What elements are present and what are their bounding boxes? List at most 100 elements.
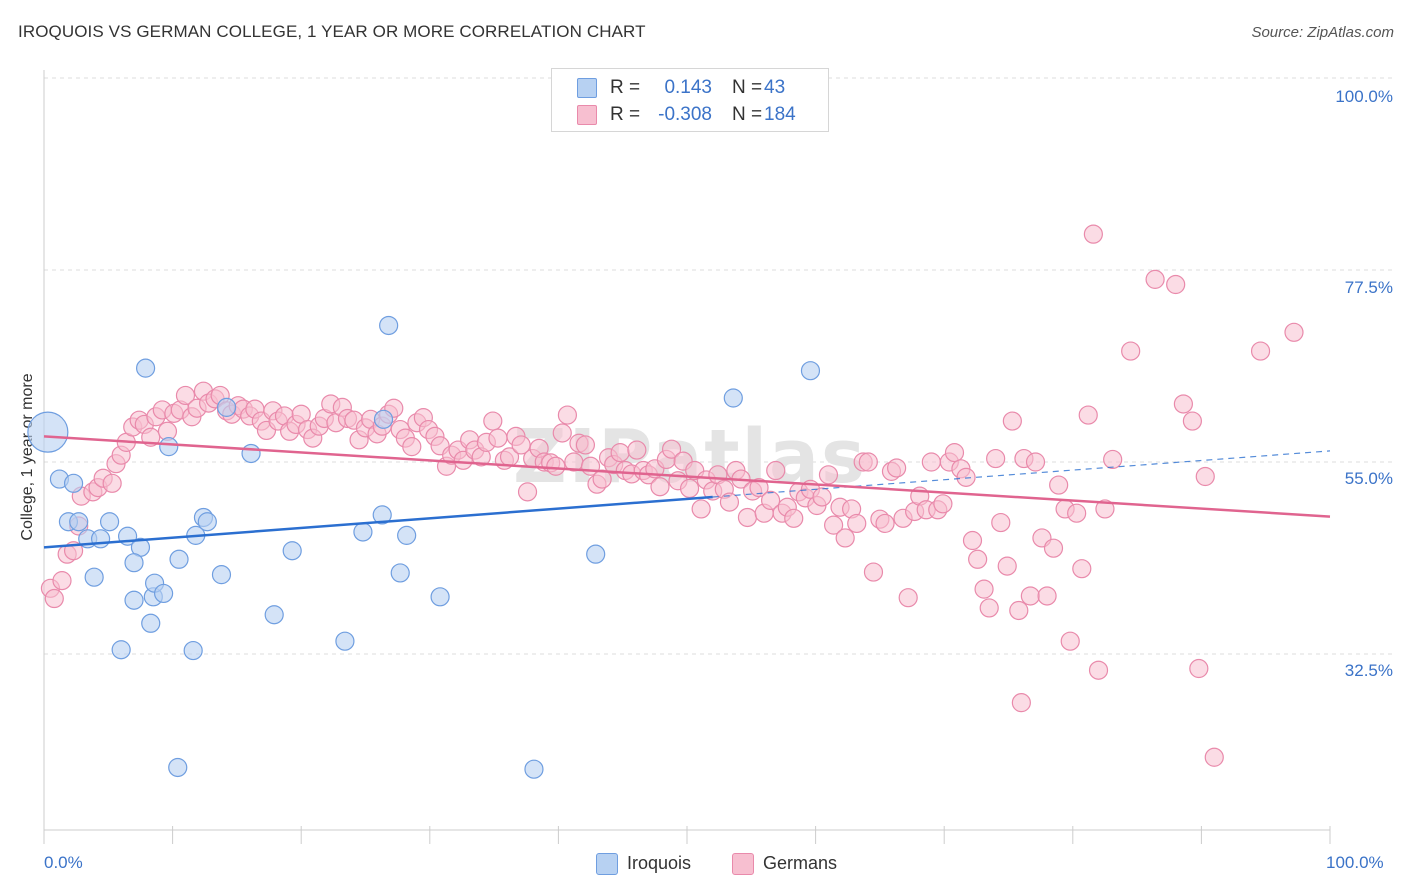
iroquois-point: [353, 522, 373, 542]
germans-point: [1121, 341, 1141, 361]
iroquois-point: [373, 409, 394, 429]
iroquois-point: [69, 512, 89, 532]
iroquois-point: [168, 757, 188, 778]
germans-point: [1043, 538, 1064, 558]
germans-point: [52, 571, 72, 591]
germans-point: [1011, 693, 1031, 713]
iroquois-point: [124, 590, 144, 610]
germans-point: [858, 452, 878, 472]
iroquois-point: [197, 512, 217, 532]
germans-point: [719, 492, 740, 512]
source-credit: Source: ZipAtlas.com: [1251, 24, 1394, 41]
iroquois-point: [335, 631, 355, 651]
germans-point: [962, 530, 983, 551]
germans-point: [944, 443, 965, 463]
germans-point: [956, 467, 976, 487]
iroquois-point: [135, 358, 156, 378]
r-label: R =: [610, 104, 641, 125]
germans-point: [1095, 499, 1115, 519]
axes: [43, 70, 1331, 844]
germans-point: [898, 588, 918, 608]
germans-point: [44, 588, 64, 609]
iroquois-point: [63, 473, 84, 493]
germans-point: [483, 411, 503, 431]
germans-point: [402, 437, 422, 457]
germans-point: [824, 515, 844, 535]
germans-point: [1145, 269, 1165, 289]
germans-point: [1037, 586, 1057, 606]
trend-lines: [43, 435, 1331, 549]
germans-point: [1049, 475, 1069, 495]
iroquois-point: [217, 397, 237, 417]
germans-point: [488, 428, 508, 448]
germans-point: [737, 507, 758, 528]
germans-point: [679, 478, 700, 499]
germans-point: [1195, 466, 1215, 487]
germans-point: [511, 435, 531, 455]
germans-point: [933, 494, 953, 514]
iroquois-point: [169, 549, 189, 569]
germans-point: [102, 473, 122, 493]
germans-point: [784, 508, 804, 528]
iroquois-point: [390, 563, 410, 583]
germans-point: [650, 477, 670, 497]
iroquois-swatch: [596, 853, 618, 875]
germans-point: [1002, 411, 1022, 431]
germans-swatch: [577, 105, 597, 125]
germans-point: [887, 458, 907, 478]
iroquois-point: [430, 587, 450, 607]
germans-point: [691, 499, 711, 519]
germans-point: [1250, 341, 1271, 361]
germans-point: [968, 549, 988, 569]
iroquois-point: [586, 544, 606, 564]
iroquois-point: [111, 640, 131, 660]
germans-point: [552, 423, 572, 443]
iroquois-points: [27, 315, 821, 779]
iroquois-point: [124, 553, 144, 573]
n-value: 184: [764, 104, 796, 125]
germans-point: [818, 465, 839, 485]
x-tick-label-max: 100.0%: [1326, 853, 1384, 872]
germans-point: [863, 562, 884, 582]
iroquois-point: [282, 541, 302, 561]
iroquois-trend-line: [43, 495, 713, 549]
germans-point: [760, 490, 781, 510]
germans-point: [835, 528, 855, 548]
iroquois-trend-extension: [712, 450, 1331, 498]
germans-swatch: [732, 853, 754, 875]
germans-point: [1009, 600, 1029, 621]
germans-point: [517, 482, 538, 502]
y-tick-label: 77.5%: [1344, 278, 1393, 297]
germans-point: [749, 478, 769, 498]
iroquois-point: [723, 388, 743, 408]
iroquois-point: [90, 529, 111, 549]
iroquois-point: [211, 565, 232, 585]
n-value: 43: [764, 77, 786, 98]
germans-point: [557, 405, 578, 425]
iroquois-point: [241, 443, 261, 464]
germans-point: [847, 513, 867, 534]
germans-point: [1166, 274, 1186, 295]
germans-point: [1189, 658, 1209, 679]
germans-point: [986, 448, 1006, 469]
germans-point: [661, 439, 682, 459]
germans-point: [875, 513, 895, 534]
germans-point: [175, 385, 196, 406]
germans-point: [979, 598, 999, 618]
germans-point: [610, 443, 630, 463]
germans-point: [1182, 411, 1202, 431]
germans-point: [1284, 322, 1304, 342]
iroquois-swatch: [577, 78, 597, 98]
germans-point: [1083, 224, 1103, 244]
germans-point: [921, 452, 941, 472]
germans-point: [974, 579, 994, 599]
chart-title: IROQUOIS VS GERMAN COLLEGE, 1 YEAR OR MO…: [18, 22, 646, 41]
iroquois-point: [84, 567, 104, 587]
stats-legend: R = 0.143 N = 43 R = -0.308 N = 184: [551, 68, 829, 132]
y-tick-label: 100.0%: [1335, 87, 1393, 106]
germans-point: [1204, 747, 1224, 767]
iroquois-point: [397, 525, 417, 545]
iroquois-point: [153, 583, 174, 604]
germans-point: [991, 512, 1011, 533]
